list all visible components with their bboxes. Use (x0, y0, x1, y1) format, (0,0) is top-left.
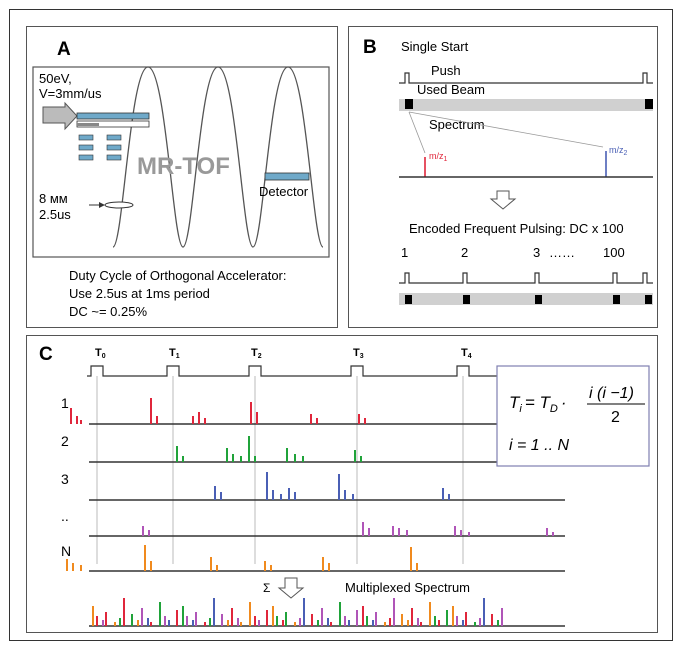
panel-b-drawing: B Single Start Push Used Beam Spectrum m… (363, 37, 653, 305)
ion-packet (104, 201, 134, 209)
lens-plate (106, 134, 122, 141)
panel-a-letter: A (57, 39, 71, 60)
pulse-label-100: 100 (603, 245, 625, 260)
panel-a: A 50eV, V=3mm/us MR-TOF Detector 8 мм 2.… (26, 26, 338, 328)
multiplexed-label: Multiplexed Spectrum (345, 580, 470, 595)
row-label-n: N (61, 543, 71, 559)
beam-pulse (405, 295, 412, 304)
t-label-2: T2 (251, 347, 262, 360)
panel-a-drawing: A 50eV, V=3mm/us MR-TOF Detector 8 мм 2.… (32, 39, 330, 319)
encoded-beam-band (399, 293, 653, 305)
panel-c-drawing: C T0 T1 T2 T3 T4 1 2 3 .. N T (39, 344, 650, 627)
push-label: Push (431, 63, 461, 78)
row-label-2: 2 (61, 433, 69, 449)
figure-frame: A 50eV, V=3mm/us MR-TOF Detector 8 мм 2.… (9, 9, 673, 641)
packet-time-label: 2.5us (39, 207, 71, 222)
panel-b: B Single Start Push Used Beam Spectrum m… (348, 26, 658, 328)
energy-label: 50eV, (39, 71, 72, 86)
packet-size-label: 8 мм (39, 191, 68, 206)
pulse-label-3: 3 (533, 245, 540, 260)
sigma-symbol: Σ (263, 581, 270, 595)
lens-plate (106, 154, 122, 161)
panel-c: C T0 T1 T2 T3 T4 1 2 3 .. N T (26, 335, 658, 633)
accelerator-plate (76, 112, 150, 120)
formula-denominator: 2 (611, 409, 620, 426)
beam-pulse (463, 295, 470, 304)
formula-box (496, 365, 650, 467)
sum-arrow-icon (277, 577, 305, 599)
encoded-pulsing-label: Encoded Frequent Pulsing: DC x 100 (409, 221, 624, 236)
trajectory-wave (112, 66, 324, 248)
pulse-label-1: 1 (401, 245, 408, 260)
lens-plate (78, 134, 94, 141)
t-label-3: T3 (353, 347, 364, 360)
used-beam-label: Used Beam (417, 82, 485, 97)
pulse-timing-trace (87, 365, 497, 377)
row-label-dots: .. (61, 508, 69, 524)
lens-plate (78, 144, 94, 151)
beam-pulse (535, 295, 542, 304)
down-arrow-icon (489, 190, 517, 210)
panel-b-letter: B (363, 37, 377, 58)
t-label-0: T0 (95, 347, 106, 360)
beam-pulse (645, 99, 653, 109)
lens-plate (106, 144, 122, 151)
formula-main: Ti = TD · (509, 393, 567, 415)
lens-plate (78, 154, 94, 161)
accelerator-grid (77, 123, 99, 126)
beam-pulse (405, 99, 413, 109)
mrtof-box (32, 66, 330, 258)
single-start-label: Single Start (401, 39, 469, 54)
push-trace (399, 72, 653, 84)
pulse-label-ellipsis: …… (549, 245, 575, 260)
formula-range: i = 1 .. N (509, 437, 569, 454)
multiplexed-peaks (92, 598, 503, 626)
row-label-1: 1 (61, 395, 69, 411)
beam-pulse (645, 295, 652, 304)
detector-plate (264, 172, 310, 181)
mrtof-label: MR-TOF (137, 153, 230, 180)
mz1-label: m/z1 (429, 151, 448, 163)
beam-pulse (613, 295, 620, 304)
spectrum-pointer (408, 111, 604, 148)
spectrum-label: Spectrum (429, 117, 485, 132)
velocity-label: V=3mm/us (39, 86, 102, 101)
dc-caption-line1: Duty Cycle of Orthogonal Accelerator: (69, 268, 287, 283)
pulse-label-2: 2 (461, 245, 468, 260)
mz2-label: m/z2 (609, 145, 628, 157)
detector-label: Detector (259, 184, 309, 199)
spectrum-pointer (408, 111, 426, 154)
t-label-1: T1 (169, 347, 180, 360)
beam-arrow-icon (42, 101, 78, 131)
packet-pointer-arrow-icon (99, 202, 105, 208)
t-label-4: T4 (461, 347, 472, 360)
dc-caption-line3: DC ~= 0.25% (69, 304, 147, 319)
formula-numerator: i (i −1) (589, 385, 634, 402)
spectrum-peaks (66, 398, 554, 571)
dc-caption-line2: Use 2.5us at 1ms period (69, 286, 210, 301)
used-beam-band (399, 99, 653, 111)
row-label-3: 3 (61, 471, 69, 487)
encoded-push-trace (399, 272, 653, 284)
panel-c-letter: C (39, 344, 53, 365)
